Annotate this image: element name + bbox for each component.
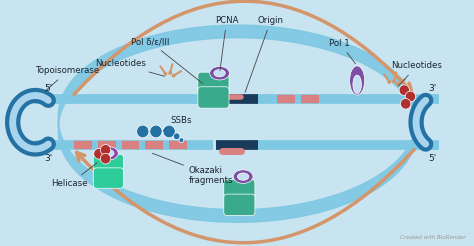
Circle shape bbox=[401, 98, 411, 109]
Circle shape bbox=[399, 85, 410, 95]
Text: Created with BioRender: Created with BioRender bbox=[400, 235, 465, 240]
Text: 5': 5' bbox=[44, 84, 52, 93]
Circle shape bbox=[392, 79, 396, 83]
FancyBboxPatch shape bbox=[224, 194, 255, 215]
Circle shape bbox=[173, 133, 180, 140]
Text: Origin: Origin bbox=[245, 16, 284, 92]
Circle shape bbox=[164, 72, 167, 76]
FancyBboxPatch shape bbox=[224, 180, 255, 201]
Circle shape bbox=[94, 148, 104, 159]
Text: Helicase: Helicase bbox=[52, 163, 97, 188]
Ellipse shape bbox=[237, 173, 249, 180]
Text: Nucleotides: Nucleotides bbox=[95, 60, 164, 76]
Circle shape bbox=[137, 125, 149, 138]
Circle shape bbox=[100, 145, 111, 155]
Circle shape bbox=[395, 82, 399, 86]
Text: Topoisomerase: Topoisomerase bbox=[36, 66, 100, 91]
Circle shape bbox=[163, 125, 175, 138]
Circle shape bbox=[150, 125, 162, 138]
Circle shape bbox=[172, 74, 175, 77]
FancyBboxPatch shape bbox=[198, 72, 229, 93]
Ellipse shape bbox=[103, 150, 114, 157]
Text: Pol δ/ε/III: Pol δ/ε/III bbox=[131, 37, 203, 84]
Circle shape bbox=[387, 80, 391, 84]
Circle shape bbox=[405, 91, 416, 102]
Text: 3': 3' bbox=[44, 154, 52, 163]
Ellipse shape bbox=[350, 66, 365, 95]
Circle shape bbox=[179, 138, 184, 143]
Ellipse shape bbox=[99, 147, 118, 160]
Ellipse shape bbox=[233, 170, 253, 184]
FancyBboxPatch shape bbox=[93, 154, 123, 175]
Text: Okazaki
fragments: Okazaki fragments bbox=[153, 153, 233, 185]
Text: Pol 1: Pol 1 bbox=[329, 39, 356, 64]
Text: PCNA: PCNA bbox=[215, 16, 238, 71]
Text: SSBs: SSBs bbox=[163, 116, 192, 131]
Text: 3': 3' bbox=[428, 84, 436, 93]
Text: 5': 5' bbox=[428, 154, 436, 163]
Ellipse shape bbox=[210, 66, 229, 80]
FancyBboxPatch shape bbox=[198, 87, 229, 108]
Circle shape bbox=[168, 71, 172, 75]
FancyBboxPatch shape bbox=[93, 168, 123, 188]
Circle shape bbox=[100, 153, 111, 164]
Text: Nucleotides: Nucleotides bbox=[392, 62, 442, 86]
Ellipse shape bbox=[214, 70, 225, 77]
Ellipse shape bbox=[353, 75, 361, 93]
